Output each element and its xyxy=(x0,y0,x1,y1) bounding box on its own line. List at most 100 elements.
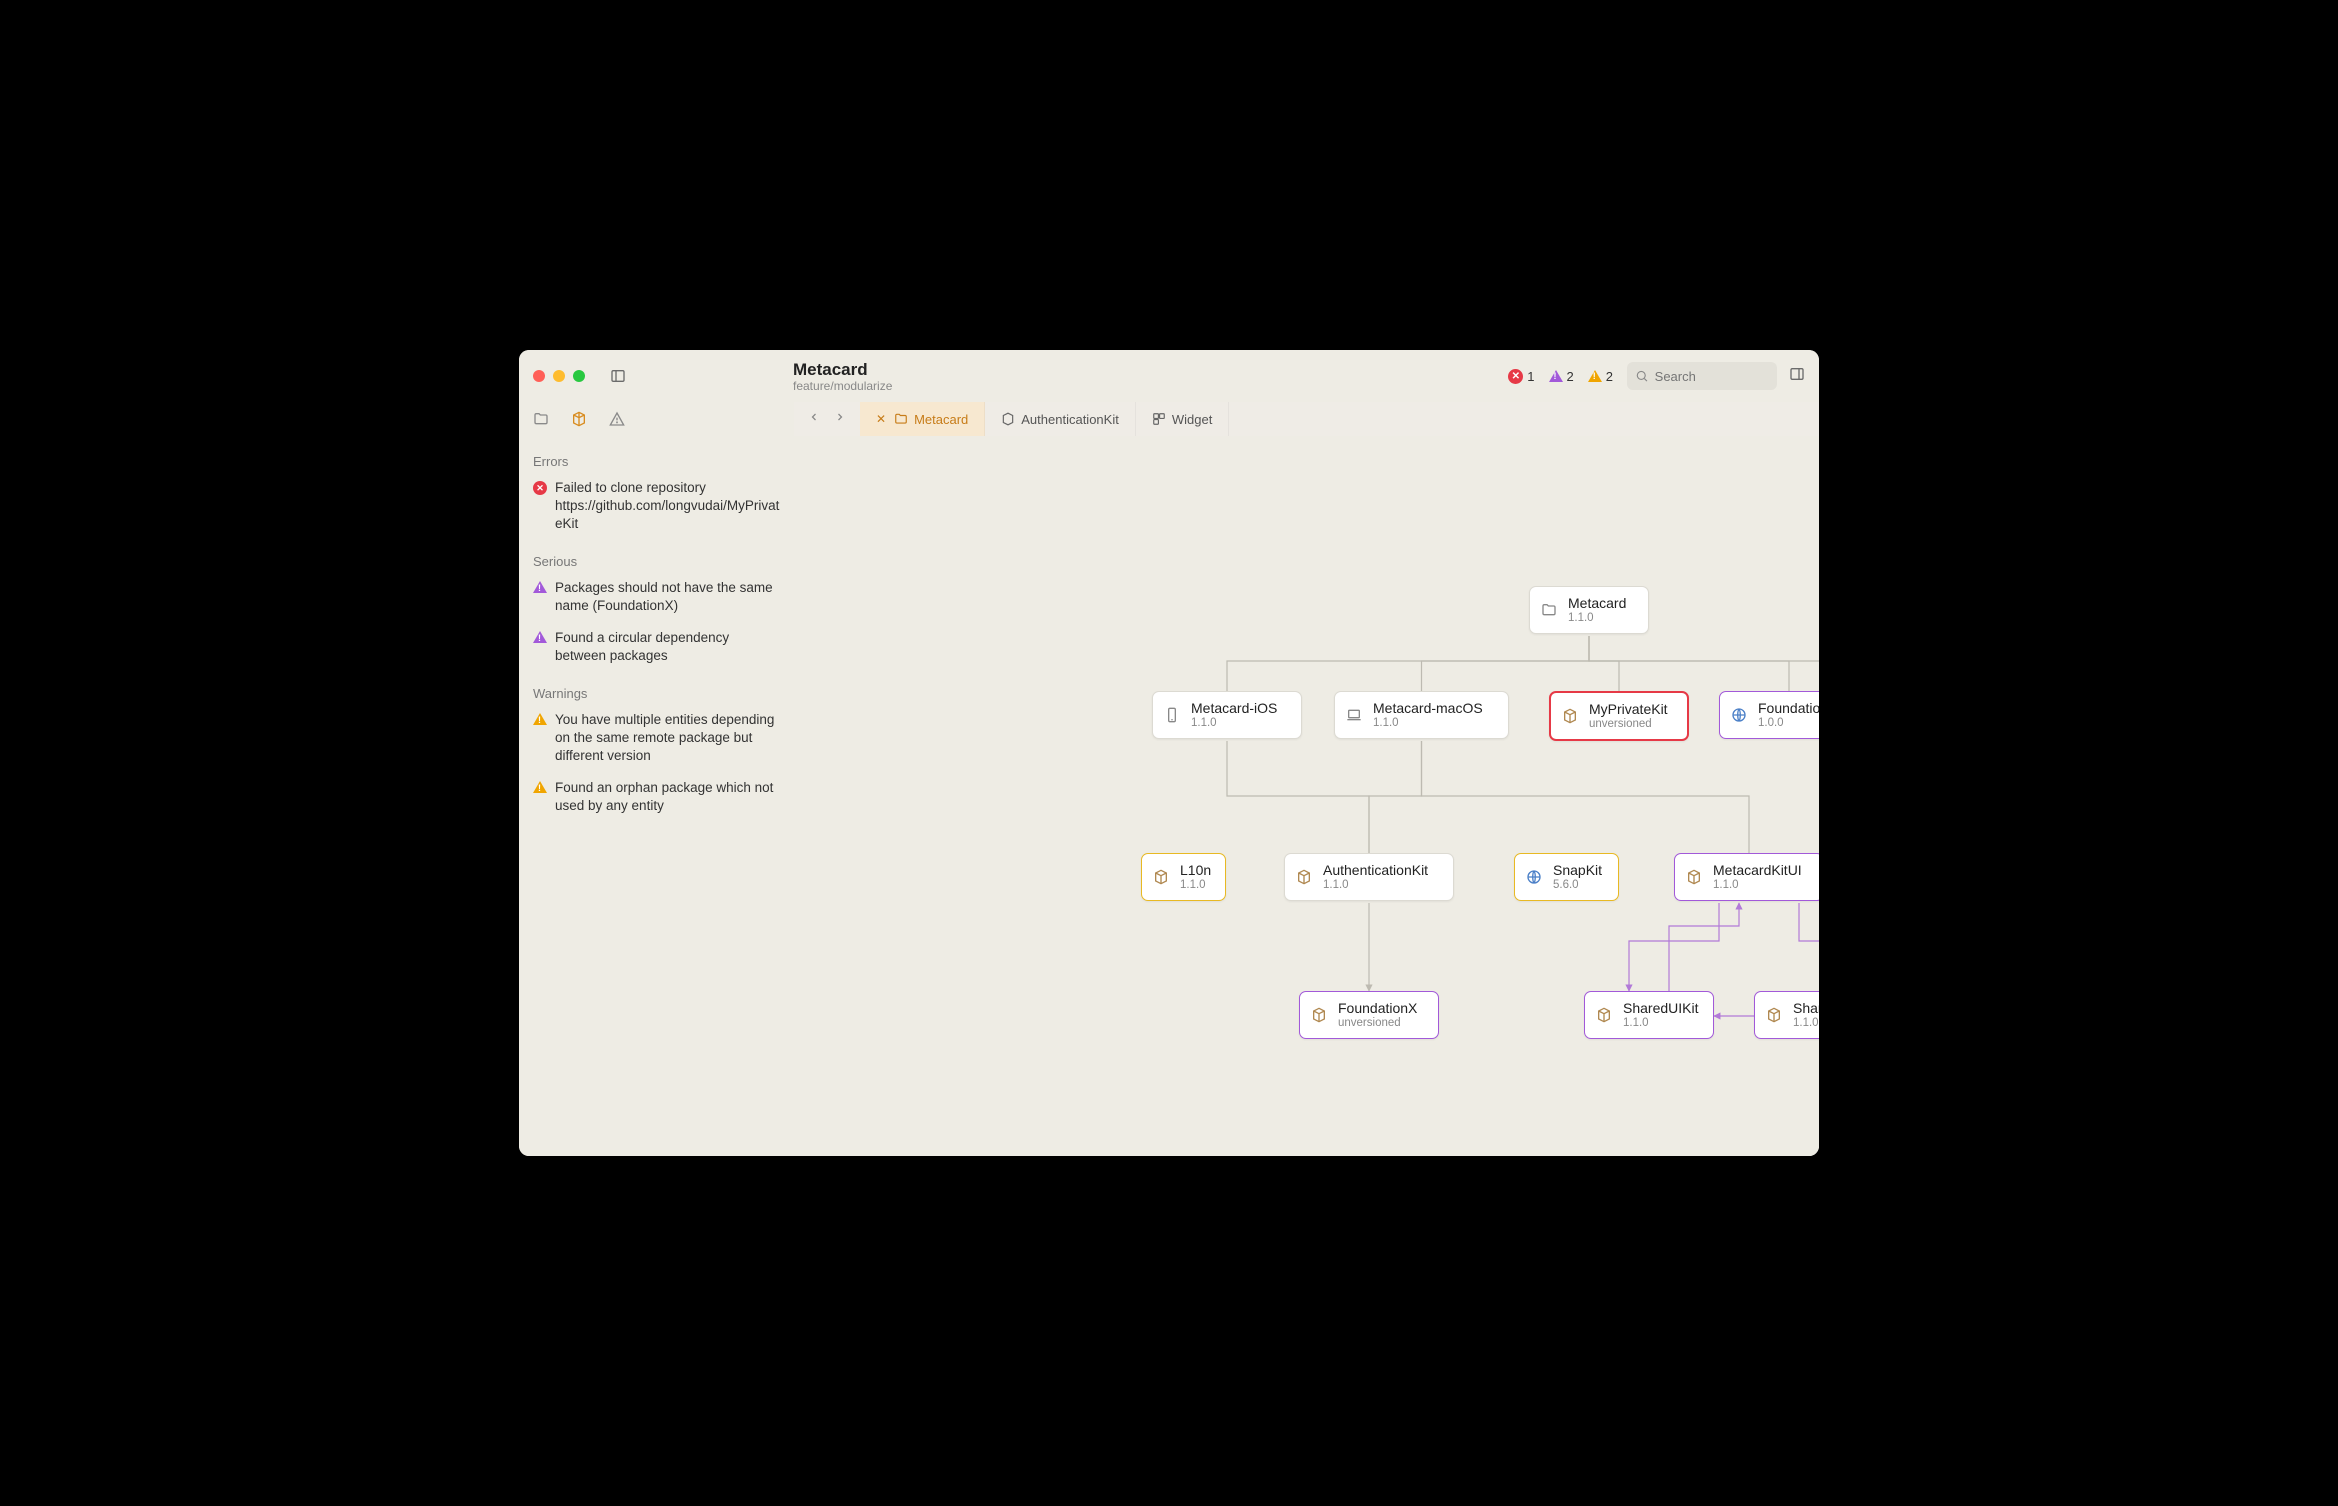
node-version: 1.0.0 xyxy=(1758,717,1819,730)
node-title: AuthenticationKit xyxy=(1323,862,1428,878)
node-version: 1.1.0 xyxy=(1713,879,1802,892)
node-metacard-mac[interactable]: Metacard-macOS1.1.0 xyxy=(1334,691,1509,739)
serious-text: Found a circular dependency between pack… xyxy=(555,629,780,665)
node-version: 1.1.0 xyxy=(1180,879,1211,892)
serious-icon xyxy=(533,581,547,593)
node-title: Metacard-iOS xyxy=(1191,700,1277,716)
node-l10n[interactable]: L10n1.1.0 xyxy=(1141,853,1226,901)
nav-arrows xyxy=(794,410,860,428)
tab-metacard[interactable]: ✕ Metacard xyxy=(860,402,985,436)
node-version: 5.6.0 xyxy=(1553,879,1602,892)
error-icon: ✕ xyxy=(533,481,547,495)
warning-icon xyxy=(533,781,547,793)
tabs: ✕ Metacard AuthenticationKit xyxy=(860,402,1229,436)
folder-icon xyxy=(894,412,908,426)
warning-text: Found an orphan package which not used b… xyxy=(555,779,780,815)
tab-label: AuthenticationKit xyxy=(1021,412,1119,427)
node-version: 1.1.0 xyxy=(1191,717,1277,730)
phone-icon xyxy=(1163,706,1181,724)
right-panel-toggle[interactable] xyxy=(1789,366,1805,387)
sidebar-tab-issues[interactable] xyxy=(609,411,625,427)
node-version: 1.1.0 xyxy=(1373,717,1483,730)
tab-close-icon[interactable]: ✕ xyxy=(876,412,886,426)
title-block: Metacard feature/modularize xyxy=(793,360,892,393)
search-input[interactable] xyxy=(1655,369,1769,384)
widget-icon xyxy=(1152,412,1166,426)
error-text: Failed to clone repository https://githu… xyxy=(555,479,780,534)
sidebar-toggle-button[interactable] xyxy=(603,365,633,387)
package-icon xyxy=(1685,868,1703,886)
tab-authenticationkit[interactable]: AuthenticationKit xyxy=(985,402,1136,436)
node-metacard-ios[interactable]: Metacard-iOS1.1.0 xyxy=(1152,691,1302,739)
tab-label: Widget xyxy=(1172,412,1212,427)
globe-icon xyxy=(1525,868,1543,886)
node-title: SnapKit xyxy=(1553,862,1602,878)
search-box[interactable] xyxy=(1627,362,1777,390)
error-item[interactable]: ✕ Failed to clone repository https://git… xyxy=(533,475,780,544)
node-myprivatekit[interactable]: MyPrivateKitunversioned xyxy=(1549,691,1689,741)
sidebar-tabs xyxy=(519,402,794,436)
search-icon xyxy=(1635,368,1649,384)
status-counts: ✕ 1 2 2 xyxy=(1508,369,1613,384)
node-version: 1.1.0 xyxy=(1323,879,1428,892)
minimize-window-button[interactable] xyxy=(553,370,565,382)
warning-icon xyxy=(1588,370,1602,382)
tab-label: Metacard xyxy=(914,412,968,427)
warnings-header: Warnings xyxy=(533,686,780,701)
zoom-window-button[interactable] xyxy=(573,370,585,382)
edges-layer xyxy=(794,436,1819,1156)
node-auth[interactable]: AuthenticationKit1.1.0 xyxy=(1284,853,1454,901)
warning-item[interactable]: Found an orphan package which not used b… xyxy=(533,775,780,825)
app-window: Metacard feature/modularize ✕ 1 2 2 xyxy=(519,350,1819,1156)
status-serious[interactable]: 2 xyxy=(1549,369,1574,384)
serious-header: Serious xyxy=(533,554,780,569)
tab-widget[interactable]: Widget xyxy=(1136,402,1229,436)
close-window-button[interactable] xyxy=(533,370,545,382)
laptop-icon xyxy=(1345,706,1363,724)
warning-item[interactable]: You have multiple entities depending on … xyxy=(533,707,780,776)
main: ✕ Metacard AuthenticationKit xyxy=(794,402,1819,1156)
node-foundationx2[interactable]: FoundationXunversioned xyxy=(1299,991,1439,1039)
node-title: FoundationX xyxy=(1758,700,1819,716)
node-sharedmodelkit[interactable]: SharedModelKit1.1.0 xyxy=(1754,991,1819,1039)
dependency-canvas[interactable]: Metacard1.1.0Metacard-iOS1.1.0Metacard-m… xyxy=(794,436,1819,1156)
sidebar-content: Errors ✕ Failed to clone repository http… xyxy=(519,436,794,834)
node-foundationx1[interactable]: FoundationX1.0.0 xyxy=(1719,691,1819,739)
node-title: L10n xyxy=(1180,862,1211,878)
node-shareduikit[interactable]: SharedUIKit1.1.0 xyxy=(1584,991,1714,1039)
nav-forward-button[interactable] xyxy=(830,410,850,428)
package-icon xyxy=(1595,1006,1613,1024)
package-icon xyxy=(1310,1006,1328,1024)
package-icon xyxy=(1001,412,1015,426)
serious-item[interactable]: Packages should not have the same name (… xyxy=(533,575,780,625)
nav-back-button[interactable] xyxy=(804,410,824,428)
status-errors[interactable]: ✕ 1 xyxy=(1508,369,1534,384)
node-snapkit2[interactable]: SnapKit5.6.0 xyxy=(1514,853,1619,901)
warning-text: You have multiple entities depending on … xyxy=(555,711,780,766)
serious-item[interactable]: Found a circular dependency between pack… xyxy=(533,625,780,675)
package-icon xyxy=(1561,707,1579,725)
toolbar: ✕ Metacard AuthenticationKit xyxy=(794,402,1819,436)
serious-text: Packages should not have the same name (… xyxy=(555,579,780,615)
sidebar-tab-packages[interactable] xyxy=(571,411,587,427)
serious-icon xyxy=(533,631,547,643)
node-version: unversioned xyxy=(1338,1017,1417,1030)
sidebar-tab-folder[interactable] xyxy=(533,411,549,427)
package-icon xyxy=(1765,1006,1783,1024)
node-title: MyPrivateKit xyxy=(1589,701,1668,717)
branch-name: feature/modularize xyxy=(793,379,892,393)
node-title: MetacardKitUI xyxy=(1713,862,1802,878)
node-title: Metacard xyxy=(1568,595,1626,611)
node-metacardkitui[interactable]: MetacardKitUI1.1.0 xyxy=(1674,853,1819,901)
node-metacard[interactable]: Metacard1.1.0 xyxy=(1529,586,1649,634)
warning-count: 2 xyxy=(1606,369,1613,384)
node-title: SharedUIKit xyxy=(1623,1000,1698,1016)
globe-icon xyxy=(1730,706,1748,724)
package-icon xyxy=(1295,868,1313,886)
node-version: 1.1.0 xyxy=(1793,1017,1819,1030)
body: Errors ✕ Failed to clone repository http… xyxy=(519,402,1819,1156)
status-warnings[interactable]: 2 xyxy=(1588,369,1613,384)
window-title: Metacard xyxy=(793,360,892,380)
node-title: FoundationX xyxy=(1338,1000,1417,1016)
node-version: 1.1.0 xyxy=(1568,612,1626,625)
